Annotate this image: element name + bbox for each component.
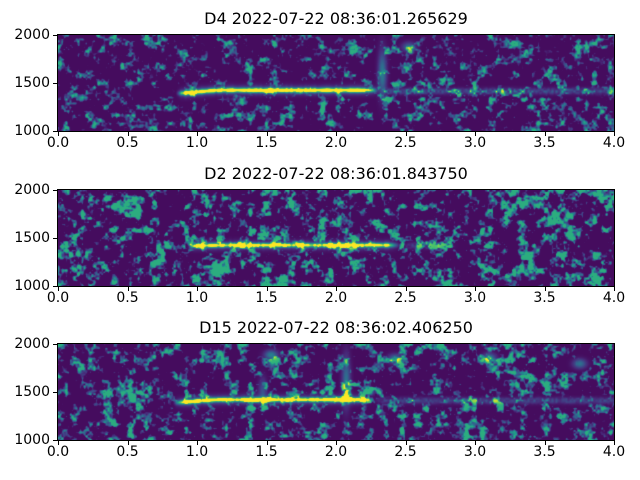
x-tick-mark	[544, 441, 546, 445]
spectrogram-canvas	[58, 344, 614, 440]
x-tick-mark	[197, 287, 198, 291]
x-tick-label: 2.0	[324, 135, 348, 151]
x-tick-label: 0.0	[46, 444, 70, 460]
y-tick-mark	[53, 35, 57, 36]
x-tick-mark	[405, 132, 407, 136]
x-tick-label: 0.0	[46, 135, 70, 151]
x-tick-label: 1.5	[255, 444, 278, 460]
x-tick-label: 0.5	[116, 135, 139, 151]
spectrogram-canvas	[58, 35, 614, 131]
x-tick-mark	[544, 132, 546, 136]
x-tick-mark	[58, 132, 59, 136]
y-tick-label: 1500	[14, 75, 50, 91]
y-tick-label: 1000	[14, 278, 50, 294]
x-tick-label: 1.0	[185, 290, 209, 306]
y-tick-mark	[53, 286, 57, 287]
y-tick-mark	[53, 392, 57, 393]
x-tick-mark	[127, 132, 129, 136]
y-tick-mark	[53, 131, 57, 132]
spectrogram-canvas	[58, 190, 614, 286]
y-tick-label: 1000	[14, 123, 50, 139]
x-tick-mark	[197, 132, 198, 136]
y-tick-label: 1500	[14, 230, 50, 246]
x-tick-label: 1.0	[185, 135, 209, 151]
x-tick-mark	[614, 287, 615, 291]
y-tick-mark	[53, 440, 57, 441]
x-tick-label: 3.0	[463, 444, 487, 460]
x-tick-mark	[266, 441, 268, 445]
y-tick-label: 1000	[14, 432, 50, 448]
x-tick-mark	[266, 287, 268, 291]
x-tick-mark	[127, 441, 129, 445]
y-tick-mark	[53, 83, 57, 84]
x-tick-mark	[336, 287, 337, 291]
x-tick-mark	[127, 287, 129, 291]
subplot-title: D4 2022-07-22 08:36:01.265629	[204, 9, 468, 28]
x-tick-mark	[197, 441, 198, 445]
x-tick-mark	[405, 287, 407, 291]
y-tick-mark	[53, 190, 57, 191]
x-tick-label: 2.5	[394, 135, 417, 151]
x-tick-mark	[58, 287, 59, 291]
x-tick-mark	[336, 132, 337, 136]
x-tick-label: 0.0	[46, 290, 70, 306]
x-tick-label: 2.5	[394, 290, 417, 306]
x-tick-mark	[405, 441, 407, 445]
y-tick-mark	[53, 238, 57, 239]
x-tick-label: 2.0	[324, 444, 348, 460]
x-tick-mark	[475, 132, 476, 136]
x-tick-label: 4.0	[602, 290, 626, 306]
x-tick-label: 2.0	[324, 290, 348, 306]
x-tick-label: 4.0	[602, 135, 626, 151]
x-tick-label: 3.5	[533, 290, 556, 306]
x-tick-label: 3.0	[463, 290, 487, 306]
x-tick-label: 3.5	[533, 135, 556, 151]
x-tick-mark	[475, 287, 476, 291]
x-tick-label: 2.5	[394, 444, 417, 460]
x-tick-mark	[614, 132, 615, 136]
x-tick-label: 1.5	[255, 290, 278, 306]
x-tick-mark	[58, 441, 59, 445]
y-tick-label: 2000	[14, 182, 50, 198]
x-tick-label: 3.5	[533, 444, 556, 460]
x-tick-label: 1.0	[185, 444, 209, 460]
subplot-title: D2 2022-07-22 08:36:01.843750	[204, 164, 468, 183]
x-tick-mark	[614, 441, 615, 445]
x-tick-label: 0.5	[116, 444, 139, 460]
x-tick-mark	[336, 441, 337, 445]
y-tick-label: 2000	[14, 27, 50, 43]
axes-frame	[57, 189, 615, 287]
x-tick-label: 3.0	[463, 135, 487, 151]
y-tick-mark	[53, 344, 57, 345]
x-tick-mark	[544, 287, 546, 291]
axes-frame	[57, 343, 615, 441]
x-tick-label: 1.5	[255, 135, 278, 151]
x-tick-label: 0.5	[116, 290, 139, 306]
axes-frame	[57, 34, 615, 132]
y-tick-label: 1500	[14, 384, 50, 400]
x-tick-mark	[266, 132, 268, 136]
subplot-title: D15 2022-07-22 08:36:02.406250	[199, 318, 473, 337]
x-tick-label: 4.0	[602, 444, 626, 460]
y-tick-label: 2000	[14, 336, 50, 352]
x-tick-mark	[475, 441, 476, 445]
